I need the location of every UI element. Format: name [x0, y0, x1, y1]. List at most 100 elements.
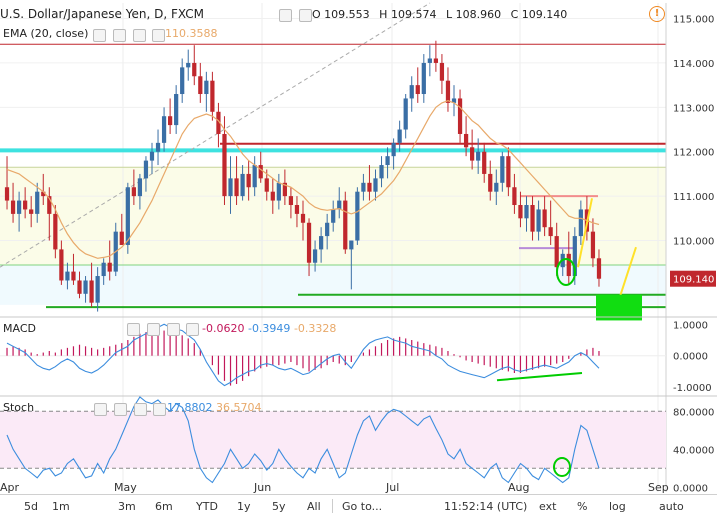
candle-body [4, 187, 10, 201]
candle-body [167, 116, 173, 126]
candle-body [71, 271, 76, 281]
ext-toggle[interactable]: ext [539, 500, 557, 513]
candle-body [53, 213, 58, 250]
stoch-circle-annotation [553, 457, 571, 477]
title-controls[interactable] [279, 8, 315, 22]
stoch-controls[interactable] [94, 402, 169, 416]
candle-body [23, 200, 28, 210]
last-price-label: 109.140 [673, 275, 714, 286]
candle-body [89, 280, 94, 303]
range-5d[interactable]: 5d [24, 500, 38, 513]
log-toggle[interactable]: log [609, 500, 626, 513]
candle-body [258, 165, 263, 179]
settings-icon[interactable] [298, 9, 312, 22]
goto-button[interactable]: Go to... [342, 500, 383, 513]
candle-body [536, 209, 541, 232]
range-1m[interactable]: 1m [52, 500, 70, 513]
range-6m[interactable]: 6m [155, 500, 173, 513]
candle-body [349, 240, 354, 250]
range-1y[interactable]: 1y [237, 500, 251, 513]
candle-body [276, 182, 281, 201]
candle-body [131, 187, 136, 197]
stoch-eye-icon[interactable] [94, 403, 107, 416]
ema-close-icon[interactable] [132, 29, 146, 42]
candle-body [125, 187, 130, 245]
yellow-line-2 [617, 246, 637, 303]
stoch-settings-icon[interactable] [113, 403, 127, 416]
macd-tick-label: 1.0000 [673, 320, 708, 331]
footer-divider [332, 499, 333, 513]
range-ytd[interactable]: YTD [196, 500, 218, 513]
macd-line-value: -0.3949 [247, 322, 291, 335]
range-3m[interactable]: 3m [118, 500, 136, 513]
stoch-k-value: 17.8802 [167, 401, 213, 414]
candle-body [95, 276, 100, 303]
high-value: 109.574 [390, 8, 437, 21]
price-tick-label: 111.000 [673, 192, 714, 203]
candle-body [445, 80, 451, 103]
x-axis-label: Aug [508, 481, 529, 494]
ema-more-icon[interactable] [152, 29, 166, 42]
candle-body [361, 182, 366, 192]
high-label: H [379, 8, 388, 21]
candle-body [216, 111, 221, 134]
ema-controls[interactable] [93, 28, 168, 42]
macd-more-icon[interactable] [186, 323, 200, 336]
candle-body [210, 80, 215, 112]
candle-body [300, 213, 306, 223]
candle-body [222, 133, 227, 197]
stoch-tick-label: 0.0000 [673, 483, 708, 494]
x-axis-label: May [114, 481, 137, 494]
candle-body [234, 178, 239, 197]
warning-icon[interactable]: ! [649, 6, 665, 22]
candle-body [101, 262, 106, 277]
ema-value: 110.3588 [165, 27, 218, 40]
candle-body [174, 94, 179, 126]
candle-body [433, 58, 439, 63]
candle-body [161, 116, 167, 143]
percent-toggle[interactable]: % [577, 500, 588, 513]
macd-close-icon[interactable] [166, 323, 180, 336]
clock-readout: 11:52:14 (UTC) [444, 500, 528, 513]
range-all[interactable]: All [307, 500, 321, 513]
chart-title-row: U.S. Dollar/Japanese Yen, D, FXCM [0, 7, 204, 21]
macd-controls[interactable] [127, 322, 202, 336]
green-target-box [596, 294, 642, 321]
candle-body [385, 156, 390, 166]
candle-body [500, 156, 505, 183]
close-label: C [510, 8, 519, 21]
open-label: O [312, 8, 321, 21]
trend-line-dashed [0, 2, 431, 268]
macd-tick-label: -1.0000 [673, 383, 712, 394]
candle-body [421, 62, 426, 95]
stoch-more-icon[interactable] [153, 403, 167, 416]
macd-legend: MACD [3, 322, 36, 335]
candle-body [264, 178, 269, 192]
eye-icon[interactable] [279, 9, 292, 22]
candle-body [331, 209, 336, 223]
candle-body [451, 98, 457, 103]
low-value: 108.960 [455, 8, 502, 21]
range-5y[interactable]: 5y [272, 500, 286, 513]
ema-eye-icon[interactable] [93, 29, 106, 42]
candle-body [337, 200, 342, 210]
candle-body [554, 236, 559, 268]
candle-body [476, 151, 481, 161]
price-tick-label: 114.000 [673, 59, 714, 70]
candle-body [325, 222, 330, 237]
candle-body [294, 205, 300, 214]
candle-body [119, 231, 124, 245]
stoch-band [0, 411, 666, 469]
stoch-close-icon[interactable] [133, 403, 147, 416]
candle-body [457, 98, 463, 134]
auto-toggle[interactable]: auto [659, 500, 684, 513]
macd-settings-icon[interactable] [146, 323, 160, 336]
x-axis-label: Sep [648, 481, 669, 494]
candle-body [10, 200, 16, 214]
candle-body [566, 253, 571, 277]
candle-body [572, 236, 577, 277]
ema-settings-icon[interactable] [112, 29, 126, 42]
macd-eye-icon[interactable] [127, 323, 140, 336]
candle-body [512, 187, 517, 206]
